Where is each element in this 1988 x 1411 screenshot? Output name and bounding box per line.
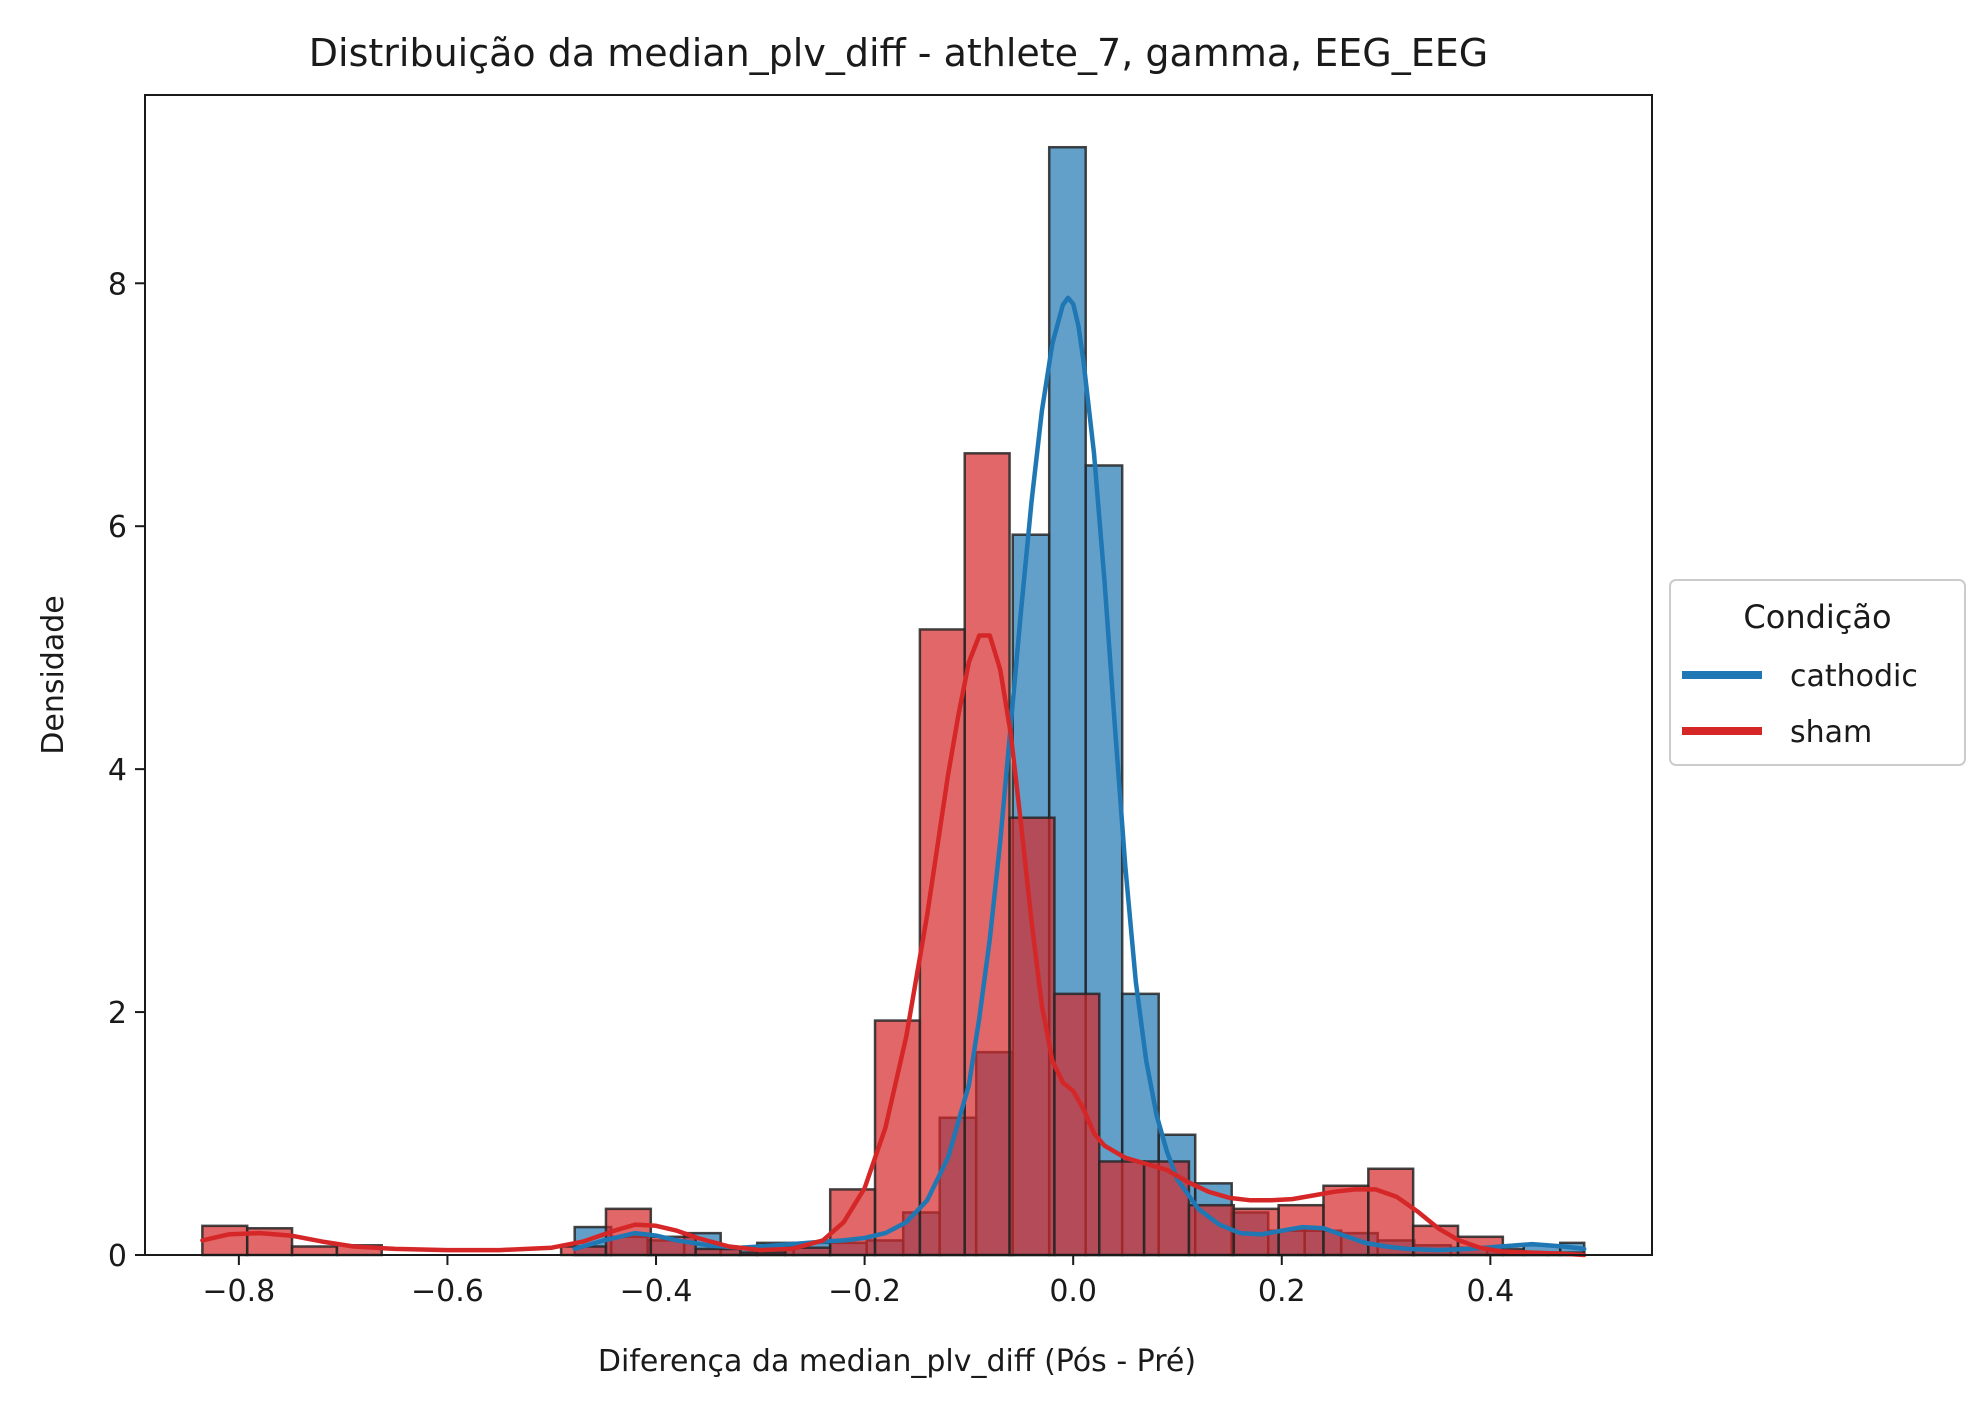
x-tick-label: −0.8: [202, 1274, 275, 1309]
x-axis-label: Diferença da median_plv_diff (Pós - Pré): [598, 1344, 1196, 1379]
x-tick-label: 0.0: [1049, 1274, 1097, 1309]
bar-sham-26: [1367, 1167, 1415, 1257]
bar-sham-2: [290, 1245, 339, 1257]
bar-sham-22: [1187, 1203, 1236, 1257]
legend-label-cathodic: cathodic: [1790, 659, 1918, 694]
y-tick-label: 0: [108, 1239, 127, 1274]
legend-title: Condição: [1743, 598, 1891, 636]
plot-frame: [144, 94, 1653, 1256]
bar-sham-20: [1098, 1160, 1146, 1257]
legend-label-sham: sham: [1790, 715, 1872, 750]
legend-items: cathodic sham: [1682, 659, 1918, 750]
y-tick-label: 4: [108, 753, 127, 788]
y-axis-label: Densidade: [36, 595, 71, 754]
plot-area: [144, 94, 1653, 1258]
bar-sham-25: [1322, 1184, 1370, 1257]
bar-sham-17: [963, 452, 1011, 1257]
bar-sham-14: [828, 1188, 877, 1257]
y-axis: 0 2 4 6 8: [108, 267, 145, 1274]
chart-title: Distribuição da median_plv_diff - athlet…: [309, 31, 1488, 75]
x-tick-label: −0.4: [620, 1274, 693, 1309]
x-tick-label: −0.6: [411, 1274, 484, 1309]
kde-line-sham: [200, 633, 1587, 1258]
kde-line-cathodic: [572, 295, 1587, 1253]
x-tick-label: 0.4: [1466, 1274, 1514, 1309]
legend-box: [1669, 579, 1966, 766]
y-tick-label: 2: [108, 996, 127, 1031]
bar-sham-21: [1142, 1160, 1191, 1257]
y-tick-label: 6: [108, 510, 127, 545]
legend: Condição cathodic sham: [1669, 579, 1966, 766]
x-tick-label: −0.2: [828, 1274, 901, 1309]
x-tick-label: 0.2: [1258, 1274, 1306, 1309]
y-tick-label: 8: [108, 267, 127, 302]
kde-curves: [200, 295, 1587, 1258]
x-axis: −0.8 −0.6 −0.4 −0.2 0.0 0.2 0.4: [202, 1255, 1514, 1309]
